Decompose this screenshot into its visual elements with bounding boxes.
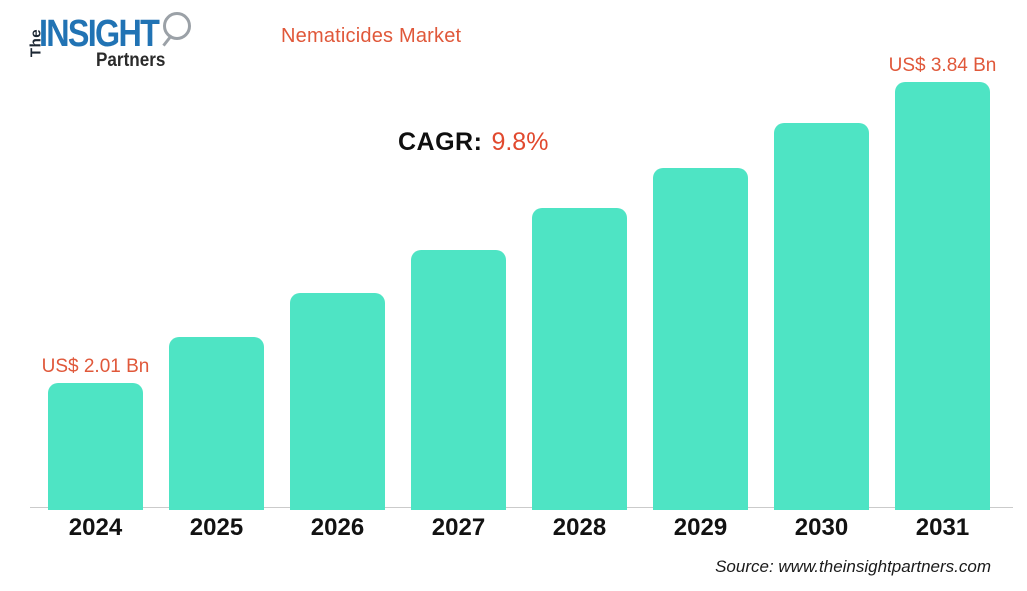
- x-tick-2031: 2031: [915, 514, 970, 541]
- bar-2027: [411, 250, 506, 510]
- bar-2031: [895, 82, 990, 510]
- logo-word-partners: Partners: [96, 50, 166, 71]
- bar-2030: [774, 123, 869, 510]
- bar-column-2026: [290, 293, 385, 510]
- x-tick-2027: 2027: [431, 514, 486, 541]
- x-tick-2024: 2024: [68, 514, 123, 541]
- bar-column-2028: [532, 208, 627, 510]
- bar-value-label-2024: US$ 2.01 Bn: [41, 356, 150, 377]
- bar-column-2025: [169, 337, 264, 510]
- bar-2029: [653, 168, 748, 510]
- x-tick-2030: 2030: [794, 514, 849, 541]
- bar-2026: [290, 293, 385, 510]
- bar-column-2027: [411, 250, 506, 510]
- x-tick-2026: 2026: [310, 514, 365, 541]
- source-credit: Source: www.theinsightpartners.com: [715, 557, 991, 576]
- bar-2025: [169, 337, 264, 510]
- magnifier-icon: [163, 12, 191, 40]
- cagr-value: 9.8%: [491, 128, 549, 156]
- x-tick-2028: 2028: [552, 514, 607, 541]
- magnifier-handle-icon: [162, 34, 173, 47]
- logo-word-insight: INSIGHT: [39, 13, 160, 55]
- bar-column-2024: US$ 2.01 Bn: [42, 356, 149, 510]
- cagr-annotation: CAGR: 9.8%: [398, 128, 548, 157]
- bar-value-label-2031: US$ 3.84 Bn: [888, 55, 997, 76]
- cagr-label: CAGR:: [398, 128, 483, 156]
- x-axis-line: [30, 507, 1013, 508]
- bar-2024: [48, 383, 143, 510]
- bar-column-2030: [774, 123, 869, 510]
- x-tick-2029: 2029: [673, 514, 728, 541]
- bar-2028: [532, 208, 627, 510]
- bar-column-2031: US$ 3.84 Bn: [889, 55, 996, 510]
- bar-column-2029: [653, 168, 748, 510]
- chart-title: Nematicides Market: [281, 25, 462, 47]
- x-tick-2025: 2025: [189, 514, 244, 541]
- insight-partners-logo: The INSIGHT Partners: [25, 8, 195, 72]
